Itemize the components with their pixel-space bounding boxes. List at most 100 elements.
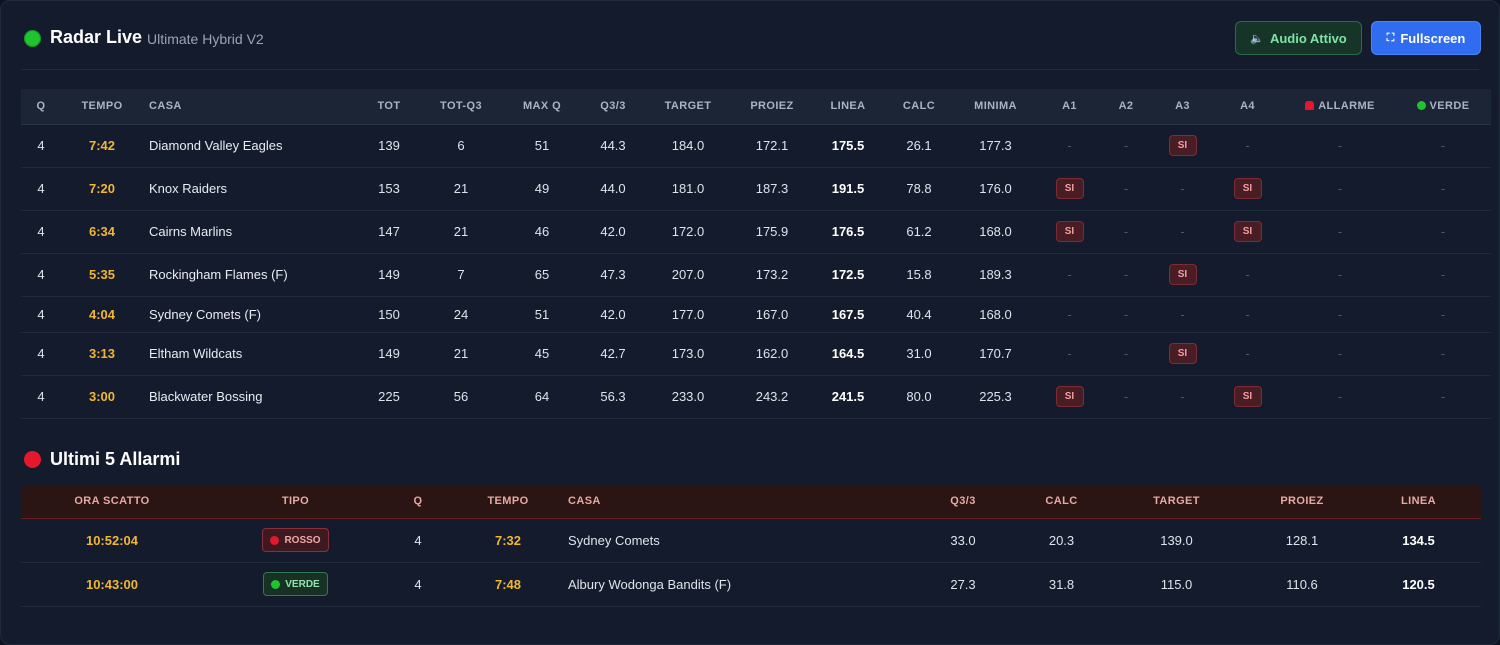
col-tot-q3[interactable]: TOT-Q3 xyxy=(425,89,497,125)
col-target[interactable]: TARGET xyxy=(639,89,737,125)
cell-tempo: 3:00 xyxy=(61,375,143,419)
cell-value: - xyxy=(1337,346,1343,361)
col-a4[interactable]: A4 xyxy=(1210,89,1285,125)
cell-q3-3: 47.3 xyxy=(587,253,639,297)
cell-calc: 80.0 xyxy=(889,375,949,419)
col-q[interactable]: Q xyxy=(388,485,448,519)
col-a3[interactable]: A3 xyxy=(1155,89,1210,125)
cell-value: 4 xyxy=(37,306,45,322)
cell-casa: Rockingham Flames (F) xyxy=(143,253,353,297)
header-bar: Radar Live Ultimate Hybrid V2 🔈 Audio At… xyxy=(21,1,1481,70)
cell-a3: SI xyxy=(1155,332,1210,376)
cell-value: 31.0 xyxy=(906,346,932,361)
cell-allarme: - xyxy=(1285,124,1395,168)
cell-value: - xyxy=(1337,181,1343,196)
cell-value: 149 xyxy=(378,346,400,361)
cell-calc: 40.4 xyxy=(889,296,949,333)
cell-value: 4 xyxy=(37,346,45,361)
si-badge: SI xyxy=(1233,386,1262,407)
alarm-row[interactable]: 10:52:04 ROSSO 4 7:32 Sydney Comets 33.0 20.3 1… xyxy=(21,518,1481,563)
col-calc[interactable]: CALC xyxy=(889,89,949,125)
cell-value: - xyxy=(1440,346,1446,361)
cell-value: Knox Raiders xyxy=(149,181,228,196)
radar-row[interactable]: 4 4:04 Sydney Comets (F) 150 24 51 42.0 177.0 16… xyxy=(21,296,1491,333)
col-tipo[interactable]: TIPO xyxy=(203,485,388,519)
cell-proiez: 173.2 xyxy=(737,253,807,297)
cell-linea: 175.5 xyxy=(807,124,889,168)
cell-tot-q3: 24 xyxy=(425,296,497,333)
radar-row[interactable]: 4 6:34 Cairns Marlins 147 21 46 42.0 172.0 175.9… xyxy=(21,210,1491,254)
col-a1[interactable]: A1 xyxy=(1042,89,1097,125)
cell-value: 56.3 xyxy=(600,389,626,404)
cell-a2: - xyxy=(1097,124,1155,168)
col-verde[interactable]: VERDE xyxy=(1395,89,1491,125)
col-tempo[interactable]: TEMPO xyxy=(61,89,143,125)
cell-value: 42.0 xyxy=(600,224,626,239)
cell-value: 4:04 xyxy=(88,306,116,322)
cell-value: 243.2 xyxy=(755,389,789,404)
radar-row[interactable]: 4 3:00 Blackwater Bossing 225 56 64 56.3 233.0 2… xyxy=(21,375,1491,419)
cell-a3: SI xyxy=(1155,253,1210,297)
col-calc[interactable]: CALC xyxy=(1018,485,1105,519)
cell-value: 172.0 xyxy=(671,224,705,239)
cell-ora: 10:43:00 xyxy=(21,562,203,607)
cell-verde: - xyxy=(1395,124,1491,168)
cell-casa: Eltham Wildcats xyxy=(143,332,353,376)
cell-value: 225.3 xyxy=(979,389,1012,404)
cell-a3: - xyxy=(1155,210,1210,254)
cell-tot-q3: 7 xyxy=(425,253,497,297)
radar-row[interactable]: 4 7:42 Diamond Valley Eagles 139 6 51 44.3 184.… xyxy=(21,124,1491,168)
fullscreen-button[interactable]: ⛶ Fullscreen xyxy=(1371,21,1481,55)
cell-a4: SI xyxy=(1210,167,1285,211)
col-tot[interactable]: TOT xyxy=(353,89,425,125)
alarm-type-red-badge: ROSSO xyxy=(262,528,329,552)
cell-value: 42.7 xyxy=(600,346,626,361)
col-linea[interactable]: LINEA xyxy=(807,89,889,125)
cell-q3-3: 42.0 xyxy=(587,296,639,333)
cell-target: 184.0 xyxy=(639,124,737,168)
col-target[interactable]: TARGET xyxy=(1105,485,1248,519)
audio-toggle-label: Audio Attivo xyxy=(1269,30,1347,46)
cell-a3: - xyxy=(1155,296,1210,333)
cell-a2: - xyxy=(1097,296,1155,333)
radar-row[interactable]: 4 7:20 Knox Raiders 153 21 49 44.0 181.0 187.3 19… xyxy=(21,167,1491,211)
col-a2[interactable]: A2 xyxy=(1097,89,1155,125)
col-ora-scatto[interactable]: ORA SCATTO xyxy=(21,485,203,519)
cell-value: 3:13 xyxy=(88,346,116,361)
cell-value: - xyxy=(1245,267,1250,282)
alarm-row[interactable]: 10:43:00 VERDE 4 7:48 Albury Wodonga Bandits… xyxy=(21,562,1481,607)
col-casa[interactable]: CASA xyxy=(143,89,353,125)
cell-linea: 191.5 xyxy=(807,167,889,211)
cell-tempo: 7:42 xyxy=(61,124,143,168)
col-minima[interactable]: MINIMA xyxy=(949,89,1042,125)
cell-value: 191.5 xyxy=(831,181,865,196)
cell-proiez: 110.6 xyxy=(1248,562,1356,607)
col-q[interactable]: Q xyxy=(21,89,61,125)
cell-value: 4 xyxy=(37,267,45,282)
radar-row[interactable]: 4 5:35 Rockingham Flames (F) 149 7 65 47.3 207.… xyxy=(21,253,1491,297)
cell-casa: Sydney Comets (F) xyxy=(143,296,353,333)
cell-casa: Blackwater Bossing xyxy=(143,375,353,419)
col-q3-3[interactable]: Q3/3 xyxy=(908,485,1018,519)
cell-q: 4 xyxy=(21,210,61,254)
cell-value: 7:42 xyxy=(88,138,116,153)
cell-linea: 167.5 xyxy=(807,296,889,333)
col-proiez[interactable]: PROIEZ xyxy=(1248,485,1356,519)
col-linea[interactable]: LINEA xyxy=(1356,485,1481,519)
cell-a1: - xyxy=(1042,124,1097,168)
alarm-type-label: ROSSO xyxy=(284,534,321,546)
col-allarme[interactable]: ALLARME xyxy=(1285,89,1395,125)
cell-casa: Knox Raiders xyxy=(143,167,353,211)
audio-toggle-button[interactable]: 🔈 Audio Attivo xyxy=(1235,21,1362,55)
cell-value: - xyxy=(1067,346,1072,361)
col-tempo[interactable]: TEMPO xyxy=(448,485,568,519)
cell-value: Eltham Wildcats xyxy=(149,346,243,361)
col-proiez[interactable]: PROIEZ xyxy=(737,89,807,125)
col-casa[interactable]: CASA xyxy=(568,485,908,519)
col-max-q[interactable]: MAX Q xyxy=(497,89,587,125)
cell-value: 44.0 xyxy=(600,181,626,196)
col-q3-3[interactable]: Q3/3 xyxy=(587,89,639,125)
si-badge: SI xyxy=(1233,221,1262,242)
radar-row[interactable]: 4 3:13 Eltham Wildcats 149 21 45 42.7 173.0 162.… xyxy=(21,332,1491,376)
page-subtitle: Ultimate Hybrid V2 xyxy=(147,31,264,47)
